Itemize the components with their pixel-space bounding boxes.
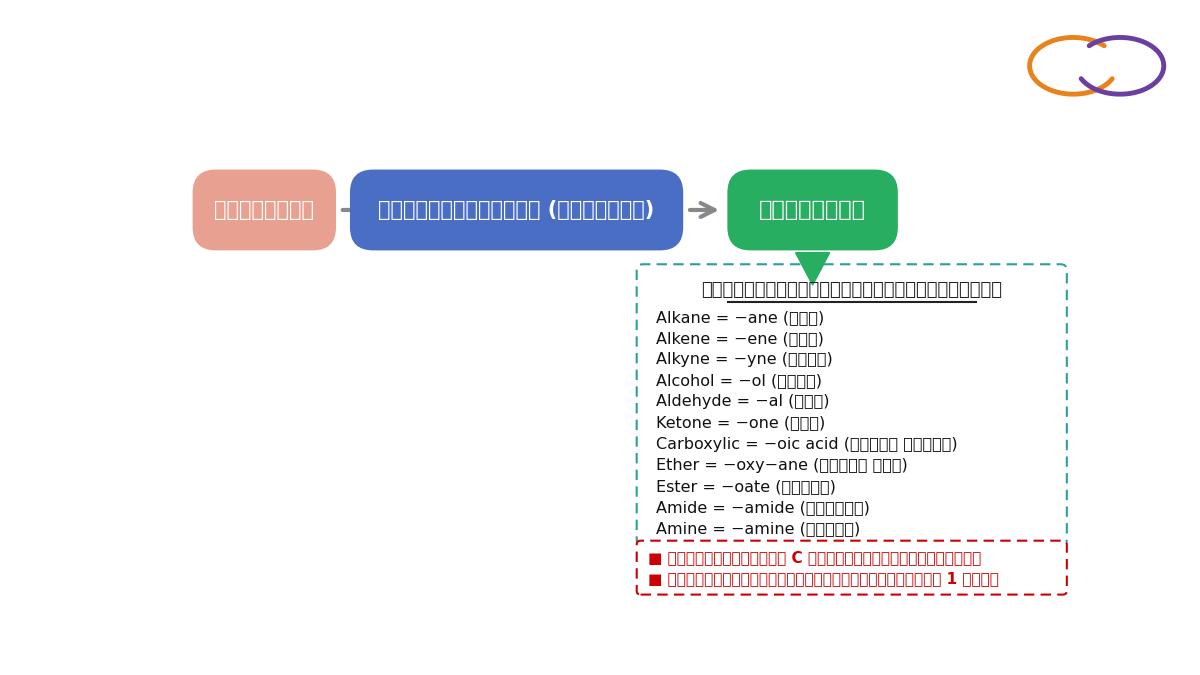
- Polygon shape: [796, 252, 829, 285]
- FancyBboxPatch shape: [637, 264, 1067, 545]
- Text: Ketone = −one (โอน): Ketone = −one (โอน): [656, 416, 826, 431]
- FancyBboxPatch shape: [637, 541, 1067, 595]
- Text: Alkyne = −yne (ไอน์): Alkyne = −yne (ไอน์): [656, 352, 833, 367]
- Text: โครงสร้างหลัก (โซ่หลัก): โครงสร้างหลัก (โซ่หลัก): [378, 200, 655, 220]
- Text: ชื่อเรียกฉพาะตามหมู่ฟังก์ชัน: ชื่อเรียกฉพาะตามหมู่ฟังก์ชัน: [701, 281, 1002, 299]
- Text: คำลงท้าย: คำลงท้าย: [760, 200, 866, 220]
- Text: คำนำหน้า: คำนำหน้า: [215, 200, 314, 220]
- FancyBboxPatch shape: [350, 169, 683, 250]
- Text: Alcohol = −ol (ออล์): Alcohol = −ol (ออล์): [656, 373, 822, 388]
- Text: Ester = −oate (โอเอต): Ester = −oate (โอเอต): [656, 479, 836, 494]
- Text: Amine = −amine (แอมิน): Amine = −amine (แอมิน): [656, 522, 860, 537]
- FancyBboxPatch shape: [727, 169, 898, 250]
- Text: Alkane = −ane (เอน): Alkane = −ane (เอน): [656, 310, 824, 325]
- Text: Carboxylic = −oic acid (โออิก แอซิด): Carboxylic = −oic acid (โออิก แอซิด): [656, 437, 958, 452]
- Text: Aldehyde = −al (แอล): Aldehyde = −al (แอล): [656, 394, 829, 410]
- Text: ■ ตัวเลขตำแหน่ง C ที่หมู่ฟังก์ชันเกาะ: ■ ตัวเลขตำแหน่ง C ที่หมู่ฟังก์ชันเกาะ: [648, 550, 982, 565]
- Text: Amide = −amide (เอไมด์): Amide = −amide (เอไมด์): [656, 500, 870, 515]
- Text: Alkene = −ene (อีน): Alkene = −ene (อีน): [656, 331, 824, 346]
- Text: Ether = −oxy−ane (ออกซี เอน): Ether = −oxy−ane (ออกซี เอน): [656, 458, 908, 473]
- FancyBboxPatch shape: [193, 169, 336, 250]
- Text: ■ คำลงท้ายของหมู่ฟังก์ชันมากกว่า 1 หมู่: ■ คำลงท้ายของหมู่ฟังก์ชันมากกว่า 1 หมู่: [648, 572, 1000, 587]
